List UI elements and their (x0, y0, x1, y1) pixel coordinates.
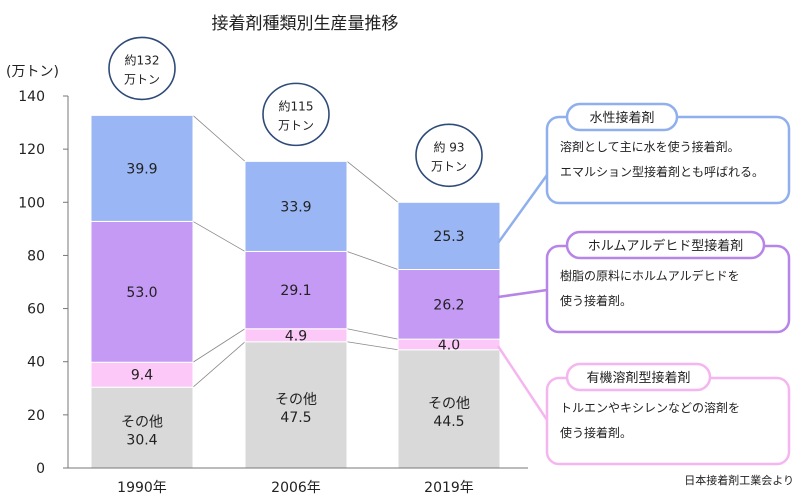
connector-line (192, 221, 246, 252)
connector-line (192, 341, 246, 388)
callout-title-pill (565, 230, 766, 260)
callout-title-pill (565, 102, 679, 132)
x-tick-label: 1990年 (117, 480, 167, 496)
total-value-label: 約132 (125, 52, 160, 67)
y-tick-label: 120 (18, 142, 45, 158)
bars: その他 30.4 9.4 53.0 39.9 その他 47.5 4.9 29.1 33.9 その他 4… (90, 114, 501, 469)
total-bubble (415, 123, 483, 188)
segment-category-label: その他 (121, 415, 163, 431)
bar-segment (244, 160, 348, 252)
total-bubble (262, 82, 330, 147)
data-label: 25.3 (433, 229, 464, 245)
callout-text: 樹脂の原料にホルムアルデヒドを (560, 268, 740, 283)
bar-segment (90, 114, 194, 222)
data-label: 4.0 (438, 337, 460, 353)
callout-text: 使う接着剤。 (560, 293, 632, 308)
segment-category-label: その他 (428, 396, 470, 412)
total-unit-label: 万トン (124, 72, 160, 86)
callout-text: エマルション型接着剤とも呼ばれる。 (560, 164, 764, 179)
callout-text: 使う接着剤。 (560, 425, 632, 440)
callout-title: 有機溶剤型接着剤 (586, 370, 690, 386)
x-tick-label: 2006年 (271, 480, 321, 496)
segment-category-label: その他 (275, 392, 317, 408)
callout-title-pill (565, 362, 712, 392)
connector-line (346, 161, 399, 203)
y-tick-label: 40 (27, 355, 45, 371)
total-value-label: 約 93 (433, 139, 464, 154)
callout-text: 溶剤として主に水を使う接着剤。 (560, 139, 740, 154)
total-unit-label: 万トン (431, 159, 467, 173)
callout-pointer (497, 288, 548, 299)
callout-text: トルエンやキシレンなどの溶剤を (560, 400, 740, 415)
y-tick-label: 0 (36, 461, 45, 477)
data-label: 4.9 (285, 328, 307, 344)
y-axis: 0 20 40 60 80 100 120 140 (18, 89, 69, 477)
data-label: 9.4 (131, 368, 153, 384)
data-label: 47.5 (280, 410, 311, 426)
connector-line (346, 341, 399, 351)
bar-segment (397, 269, 501, 340)
y-tick-label: 100 (18, 195, 45, 211)
x-tick-label: 2019年 (424, 480, 474, 496)
x-axis: 1990年 2006年 2019年 (68, 467, 528, 496)
bar-segment (90, 220, 194, 363)
connector-lines (192, 115, 399, 388)
y-tick-label: 80 (27, 248, 45, 264)
bar-segment (244, 250, 348, 330)
data-label: 30.4 (126, 433, 157, 449)
callout-pointer (496, 345, 549, 421)
data-label: 26.2 (433, 297, 464, 313)
connector-line (192, 328, 246, 363)
callouts: 水性接着剤溶剤として主に水を使う接着剤。エマルション型接着剤とも呼ばれる。ホルム… (496, 102, 791, 466)
bar-segment (90, 361, 194, 388)
connector-line (346, 328, 399, 340)
data-label: 53.0 (126, 285, 157, 301)
bar-segment (397, 349, 501, 469)
total-bubble (108, 36, 176, 101)
callout-title: 水性接着剤 (589, 110, 654, 126)
connector-line (346, 251, 399, 270)
data-label: 44.5 (433, 414, 464, 430)
total-unit-label: 万トン (278, 118, 314, 132)
bar-segment (90, 386, 194, 469)
data-label: 33.9 (280, 199, 311, 215)
y-axis-label: (万トン) (6, 64, 59, 80)
connector-line (192, 115, 246, 162)
y-tick-label: 60 (27, 302, 45, 318)
bar-segment (397, 201, 501, 271)
chart-title: 接着剤種類別生産量推移 (212, 14, 399, 34)
y-tick-label: 140 (18, 89, 45, 105)
data-label: 39.9 (126, 161, 157, 177)
total-value-label: 約115 (279, 98, 314, 113)
callout-title: ホルムアルデヒド型接着剤 (588, 238, 744, 254)
callout-pointer (496, 174, 549, 244)
y-tick-label: 20 (27, 408, 45, 424)
data-label: 29.1 (280, 283, 311, 299)
source-note: 日本接着剤工業会より (684, 473, 794, 487)
